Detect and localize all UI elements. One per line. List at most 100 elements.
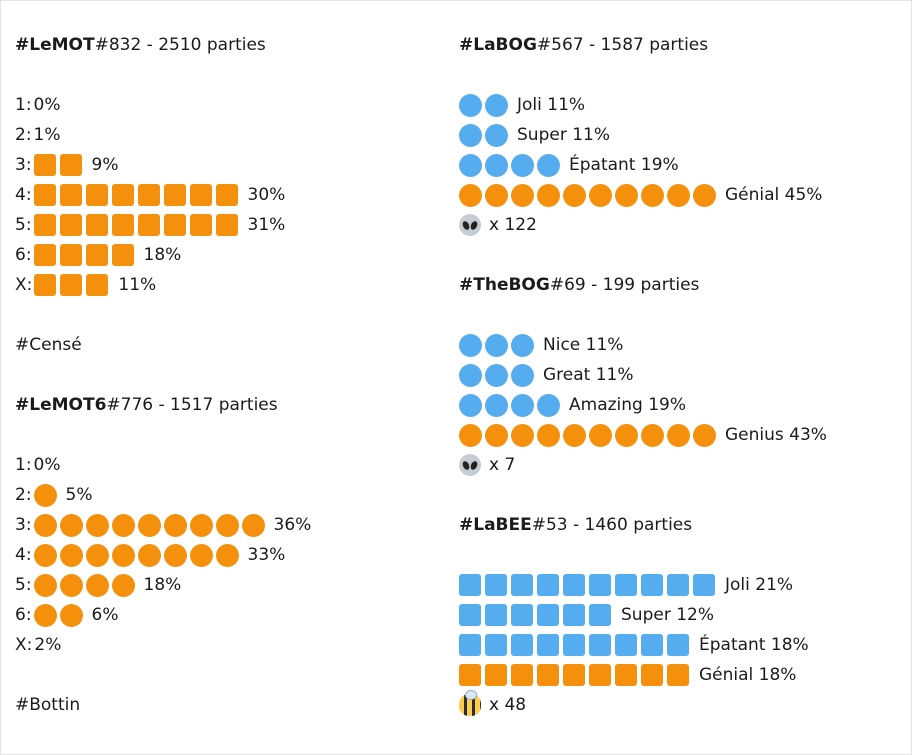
lemot-title: #LeMOT #832 - 2510 parties <box>15 30 311 60</box>
lemot-results: 1: 0% 2: 1% 3: 9% 4: 30% 5: 31% 6: 18% X: 11% <box>15 90 311 300</box>
row-label: Great 11% <box>543 365 634 385</box>
blue-square-icon <box>589 604 611 626</box>
orange-square-icon <box>563 664 585 686</box>
blue-square-icon <box>485 574 507 596</box>
blue-square-icon <box>511 604 533 626</box>
result-bar <box>459 363 537 387</box>
orange-square-icon <box>163 184 186 206</box>
orange-square-icon <box>485 664 507 686</box>
orange-circle-icon <box>511 423 534 447</box>
result-row: Joli 11% <box>459 90 827 120</box>
orange-circle-icon <box>137 543 161 567</box>
blue-circle-icon <box>537 153 560 177</box>
labee-hashtag[interactable]: #LaBEE <box>459 515 532 535</box>
lemot6-word-hashtag[interactable]: #Bottin <box>15 695 81 715</box>
orange-square-icon <box>111 184 134 206</box>
blue-square-icon <box>641 634 663 656</box>
row-label: 6: <box>15 605 32 625</box>
orange-circle-icon <box>511 183 534 207</box>
orange-circle-icon <box>85 513 109 537</box>
blue-circle-icon <box>459 393 482 417</box>
orange-square-icon <box>85 214 108 236</box>
blue-square-icon <box>563 634 585 656</box>
row-label: X: <box>15 635 33 655</box>
blue-square-icon <box>459 604 481 626</box>
row-label: 4: <box>15 545 32 565</box>
result-bar <box>459 664 693 686</box>
lemot-info: #832 - 2510 parties <box>94 35 266 55</box>
row-percent: 11% <box>118 275 157 295</box>
result-bar <box>34 274 112 296</box>
blue-square-icon <box>667 574 689 596</box>
blue-circle-icon <box>485 393 508 417</box>
row-percent: 0% <box>33 95 61 115</box>
row-label: Super 12% <box>621 605 714 625</box>
result-bar <box>459 574 719 596</box>
result-row: X: 11% <box>15 270 311 300</box>
row-percent: 18% <box>143 575 182 595</box>
orange-square-icon <box>60 274 83 296</box>
result-row: 5: 18% <box>15 570 311 600</box>
blue-circle-icon <box>459 93 482 117</box>
result-bar <box>33 154 86 176</box>
orange-square-icon <box>59 184 82 206</box>
row-percent: 1% <box>33 125 61 145</box>
right-column: #LaBOG #567 - 1587 parties Joli 11% Super… <box>459 30 827 720</box>
orange-square-icon <box>33 244 56 266</box>
result-bar <box>459 93 511 117</box>
orange-circle-icon <box>33 513 57 537</box>
row-label: 1: <box>15 95 32 115</box>
result-bar <box>459 634 693 656</box>
result-bar <box>459 423 719 447</box>
row-label: 2: <box>15 485 32 505</box>
row-label: Génial 18% <box>699 665 797 685</box>
labee-results: Joli 21% Super 12% Épatant 18% Génial 18% <box>459 570 827 690</box>
orange-circle-icon <box>33 573 57 597</box>
result-bar <box>459 123 511 147</box>
orange-circle-icon <box>163 543 187 567</box>
result-row: Genius 43% <box>459 420 827 450</box>
result-row: 4: 33% <box>15 540 311 570</box>
orange-circle-icon <box>33 603 57 627</box>
labog-hashtag[interactable]: #LaBOG <box>459 35 537 55</box>
lemot6-hashtag[interactable]: #LeMOT6 <box>15 395 107 415</box>
blue-circle-icon <box>537 393 560 417</box>
alien-icon <box>459 214 481 236</box>
blue-circle-icon <box>511 153 534 177</box>
orange-circle-icon <box>85 543 109 567</box>
row-percent: 18% <box>143 245 182 265</box>
row-label: 4: <box>15 185 32 205</box>
blue-circle-icon <box>485 333 508 357</box>
result-row: Épatant 19% <box>459 150 827 180</box>
lemot6-title: #LeMOT6 #776 - 1517 parties <box>15 390 311 420</box>
blue-circle-icon <box>459 333 482 357</box>
blue-square-icon <box>459 634 481 656</box>
orange-circle-icon <box>615 183 638 207</box>
orange-circle-icon <box>111 543 135 567</box>
thebog-title: #TheBOG #69 - 199 parties <box>459 270 827 300</box>
orange-circle-icon <box>59 513 83 537</box>
orange-square-icon <box>215 214 238 236</box>
blue-square-icon <box>563 574 585 596</box>
orange-circle-icon <box>615 423 638 447</box>
blue-circle-icon <box>485 153 508 177</box>
blue-square-icon <box>667 634 689 656</box>
orange-square-icon <box>189 184 212 206</box>
lemot-word-hashtag[interactable]: #Censé <box>15 335 82 355</box>
thebog-footer: x 7 <box>459 450 827 480</box>
row-label: 3: <box>15 515 32 535</box>
row-label: 3: <box>15 155 32 175</box>
orange-circle-icon <box>693 423 716 447</box>
blue-square-icon <box>615 574 637 596</box>
result-row: 3: 9% <box>15 150 311 180</box>
blue-square-icon <box>693 574 715 596</box>
orange-circle-icon <box>59 573 83 597</box>
result-bar <box>33 543 242 567</box>
thebog-hashtag[interactable]: #TheBOG <box>459 275 550 295</box>
row-percent: 2% <box>34 635 62 655</box>
result-row: Super 12% <box>459 600 827 630</box>
left-column: #LeMOT #832 - 2510 parties 1: 0% 2: 1% 3: … <box>15 30 311 720</box>
result-row: Nice 11% <box>459 330 827 360</box>
lemot-hashtag[interactable]: #LeMOT <box>15 35 95 55</box>
orange-circle-icon <box>667 423 690 447</box>
